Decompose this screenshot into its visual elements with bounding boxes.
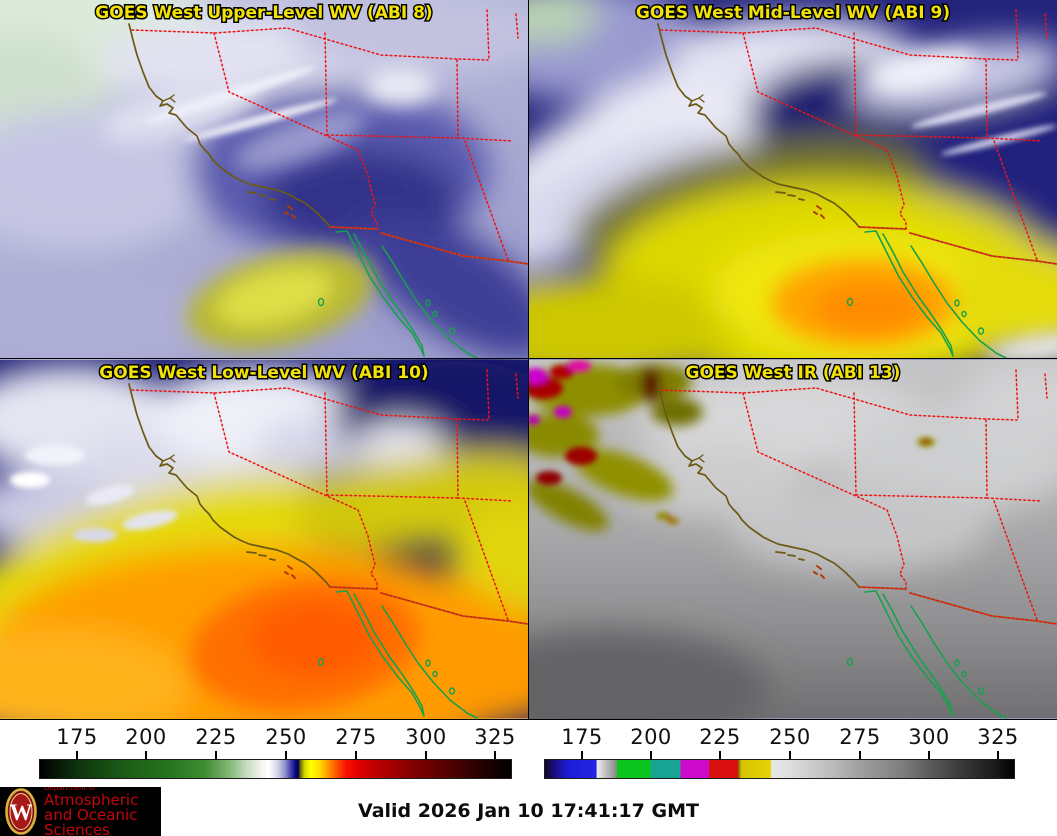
colorbar-tick-label: 175: [56, 725, 98, 749]
colorbar-tick: [581, 751, 583, 760]
colorbar-tick-label: 225: [699, 725, 741, 749]
valid-timestamp: Valid 2026 Jan 10 17:41:17 GMT: [358, 800, 699, 822]
colorbar-tick: [355, 751, 357, 760]
uw-aos-logo: W Department of Atmospheric and Oceanic …: [0, 787, 161, 836]
panel-low-level-wv: GOES West Low-Level WV (ABI 10): [0, 359, 528, 719]
colorbar-tick-label: 275: [335, 725, 377, 749]
logo-dept-line: Department of: [44, 787, 96, 792]
ir-imagery-abi13: GOES West IR (ABI 13): [529, 360, 1057, 719]
colorbar-tick: [789, 751, 791, 760]
colorbar-tick: [494, 751, 496, 760]
colorbar-tick-label: 225: [195, 725, 237, 749]
colorbar-tick: [859, 751, 861, 760]
water-vapor-colorbar: [39, 759, 512, 779]
logo-line-2: and Oceanic Sciences: [44, 806, 138, 836]
panel-upper-level-wv: GOES West Upper-Level WV (ABI 8): [0, 0, 528, 358]
footer: W Department of Atmospheric and Oceanic …: [0, 787, 1057, 836]
colorbar-tick-label: 250: [769, 725, 811, 749]
panel-mid-level-wv: GOES West Mid-Level WV (ABI 9): [529, 0, 1057, 358]
colorbar-tick: [145, 751, 147, 760]
panel-title-abi8: GOES West Upper-Level WV (ABI 8): [95, 3, 432, 23]
colorbar-tick: [425, 751, 427, 760]
uw-crest-icon: W: [5, 788, 37, 835]
colorbar-tick-label: 300: [908, 725, 950, 749]
colorbar-tick-label: 250: [265, 725, 307, 749]
colorbar-tick-label: 200: [630, 725, 672, 749]
colorbar-tick-label: 275: [839, 725, 881, 749]
colorbar-tick: [997, 751, 999, 760]
colorbar-left-container: 175 200 225 250 275 300 325: [0, 720, 528, 787]
colorbar-tick: [285, 751, 287, 760]
colorbar-tick: [650, 751, 652, 760]
colorbar-tick-label: 200: [125, 725, 167, 749]
crest-letter: W: [10, 800, 33, 825]
colorbar-tick-label: 325: [474, 725, 516, 749]
colorbar-row: 175 200 225 250 275 300 325 175 200 225 …: [0, 720, 1057, 787]
panel-ir: GOES West IR (ABI 13): [529, 359, 1057, 719]
panel-title-abi9: GOES West Mid-Level WV (ABI 9): [636, 3, 950, 23]
colorbar-tick-label: 300: [405, 725, 447, 749]
colorbar-tick: [76, 751, 78, 760]
wv-imagery-abi8: GOES West Upper-Level WV (ABI 8): [0, 0, 528, 358]
panel-title-abi13: GOES West IR (ABI 13): [686, 363, 901, 383]
colorbar-tick: [215, 751, 217, 760]
colorbar-tick-label: 325: [977, 725, 1019, 749]
colorbar-tick: [719, 751, 721, 760]
colorbar-tick-label: 175: [561, 725, 603, 749]
colorbar-tick: [928, 751, 930, 760]
logo-line-1: Atmospheric: [44, 791, 139, 809]
panel-title-abi10: GOES West Low-Level WV (ABI 10): [99, 363, 428, 383]
panel-grid: GOES West Upper-Level WV (ABI 8): [0, 0, 1057, 720]
colorbar-right-container: 175 200 225 250 275 300 325: [529, 720, 1057, 787]
infrared-colorbar: [544, 759, 1015, 779]
wv-imagery-abi10: GOES West Low-Level WV (ABI 10): [0, 359, 528, 719]
wv-imagery-abi9: GOES West Mid-Level WV (ABI 9): [529, 0, 1057, 358]
logo-text: Department of Atmospheric and Oceanic Sc…: [44, 787, 161, 836]
